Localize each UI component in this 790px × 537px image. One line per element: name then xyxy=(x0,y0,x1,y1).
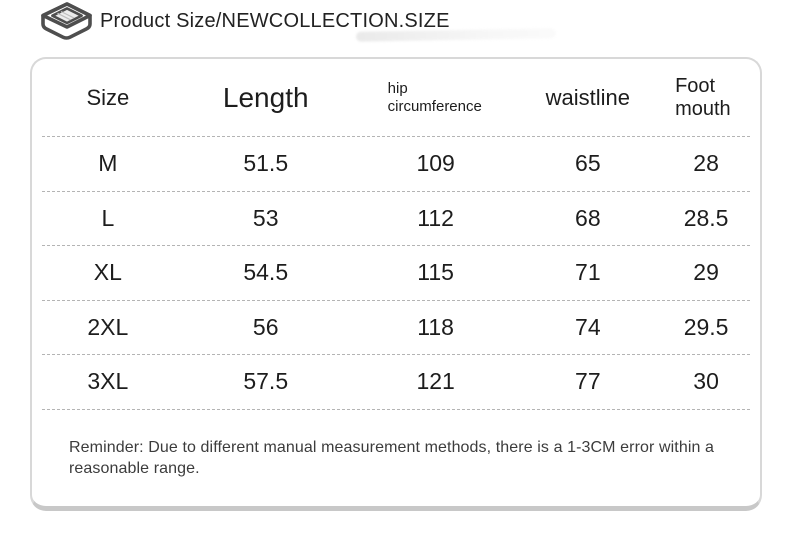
size-cell: 2XL xyxy=(87,313,129,340)
hip-cell: 115 xyxy=(417,259,454,286)
table-row-xl: XL 54.5 115 71 29 xyxy=(42,246,750,301)
table-row-2xl: 2XL 56 118 74 29.5 xyxy=(42,301,750,355)
hip-cell: 118 xyxy=(417,313,454,340)
waistline-cell: 77 xyxy=(575,368,601,395)
column-header-hip-circumference: hip circumference xyxy=(387,79,482,115)
column-header-foot-mouth: Foot mouth xyxy=(675,74,731,120)
foot-mouth-cell: 29 xyxy=(693,259,719,286)
length-cell: 57.5 xyxy=(243,368,289,395)
foot-mouth-cell: 28 xyxy=(693,150,719,177)
measurement-reminder-text: Reminder: Due to different manual measur… xyxy=(69,438,715,477)
size-cell: 3XL xyxy=(87,368,129,395)
hip-cell: 112 xyxy=(417,204,454,231)
length-cell: 54.5 xyxy=(243,259,289,286)
length-cell: 51.5 xyxy=(243,150,289,177)
size-table: Size Length hip circumference waistline … xyxy=(32,59,760,410)
column-header-length: Length xyxy=(222,81,309,113)
size-cell: M xyxy=(98,150,118,177)
column-header-size: Size xyxy=(86,84,130,110)
size-cell: L xyxy=(101,204,115,231)
waistline-cell: 68 xyxy=(575,204,601,231)
length-cell: 53 xyxy=(252,204,279,231)
table-row-m: M 51.5 109 65 28 xyxy=(42,137,750,192)
table-row-l: L 53 112 68 28.5 xyxy=(42,192,750,246)
hip-cell: 109 xyxy=(416,150,455,177)
foot-mouth-cell: 28.5 xyxy=(683,204,729,231)
foot-mouth-cell: 29.5 xyxy=(683,313,729,340)
size-chart-card: Size Length hip circumference waistline … xyxy=(30,57,762,511)
waistline-cell: 65 xyxy=(575,150,601,177)
page-title: Product Size/NEWCOLLECTION.SIZE xyxy=(100,10,450,32)
waistline-cell: 74 xyxy=(575,313,601,340)
size-chart-book-icon xyxy=(36,1,98,47)
size-cell: XL xyxy=(93,259,122,286)
watermark-smudge xyxy=(355,28,557,42)
foot-mouth-cell: 30 xyxy=(693,368,719,395)
page-header: Product Size/NEWCOLLECTION.SIZE xyxy=(0,0,790,56)
table-header-row: Size Length hip circumference waistline … xyxy=(42,59,750,137)
waistline-cell: 71 xyxy=(575,259,601,286)
hip-cell: 121 xyxy=(416,368,455,395)
length-cell: 56 xyxy=(252,313,279,340)
column-header-waistline: waistline xyxy=(545,84,631,110)
table-row-3xl: 3XL 57.5 121 77 30 xyxy=(42,355,750,410)
